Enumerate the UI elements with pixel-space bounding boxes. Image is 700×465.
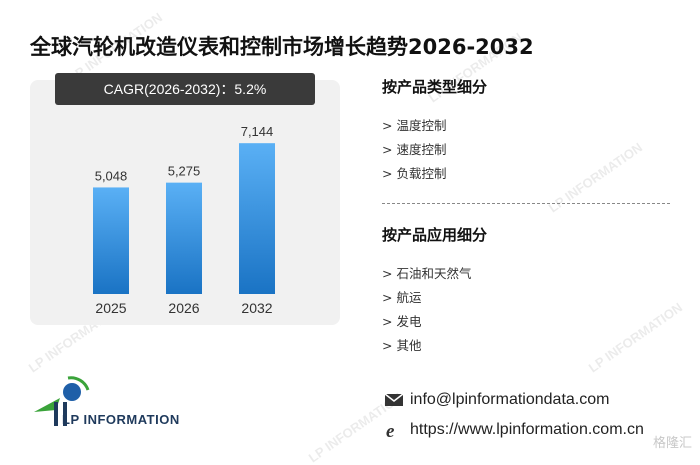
- cagr-badge: CAGR(2026-2032)：5.2%: [55, 73, 315, 105]
- segment-application-item: > 其他: [382, 338, 422, 353]
- watermark: LP INFORMATION: [545, 139, 646, 216]
- contact-email[interactable]: info@lpinformationdata.com: [384, 390, 609, 410]
- bar-value-label: 7,144: [241, 124, 274, 139]
- segment-application-item: > 发电: [382, 314, 422, 329]
- watermark: LP INFORMATION: [585, 299, 686, 376]
- website-text[interactable]: https://www.lpinformation.com.cn: [410, 421, 644, 438]
- lp-logo-icon: [30, 370, 200, 430]
- contact-website[interactable]: e https://www.lpinformation.com.cn: [384, 420, 644, 442]
- segment-application-item: > 石油和天然气: [382, 266, 472, 281]
- svg-text:e: e: [386, 421, 395, 440]
- x-tick-label: 2032: [241, 300, 272, 316]
- bar-chart: 5,048 2025 5,275 2026 7,144 2032: [93, 124, 275, 316]
- segment-type-item: > 负载控制: [382, 166, 447, 181]
- envelope-icon: [384, 390, 404, 410]
- bar-value-label: 5,048: [95, 168, 128, 183]
- segment-application-heading: 按产品应用细分: [382, 226, 488, 244]
- bar-2032: [239, 143, 275, 294]
- email-text[interactable]: info@lpinformationdata.com: [410, 391, 610, 408]
- segment-type-item: > 温度控制: [382, 118, 447, 133]
- x-tick-label: 2026: [168, 300, 199, 316]
- page-title: 全球汽轮机改造仪表和控制市场增长趋势2026-2032: [30, 35, 534, 59]
- corner-brand: 格隆汇: [652, 436, 692, 451]
- x-tick-label: 2025: [95, 300, 126, 316]
- section-divider: [382, 203, 670, 204]
- ie-browser-icon: e: [384, 420, 404, 442]
- segment-type-item: > 速度控制: [382, 142, 447, 157]
- logo-text: LP INFORMATION: [62, 412, 180, 427]
- segment-application-item: > 航运: [382, 290, 422, 305]
- bar-value-label: 5,275: [168, 164, 201, 179]
- bar-2026: [166, 182, 202, 294]
- bar-2025: [93, 187, 129, 294]
- segment-type-heading: 按产品类型细分: [382, 78, 488, 96]
